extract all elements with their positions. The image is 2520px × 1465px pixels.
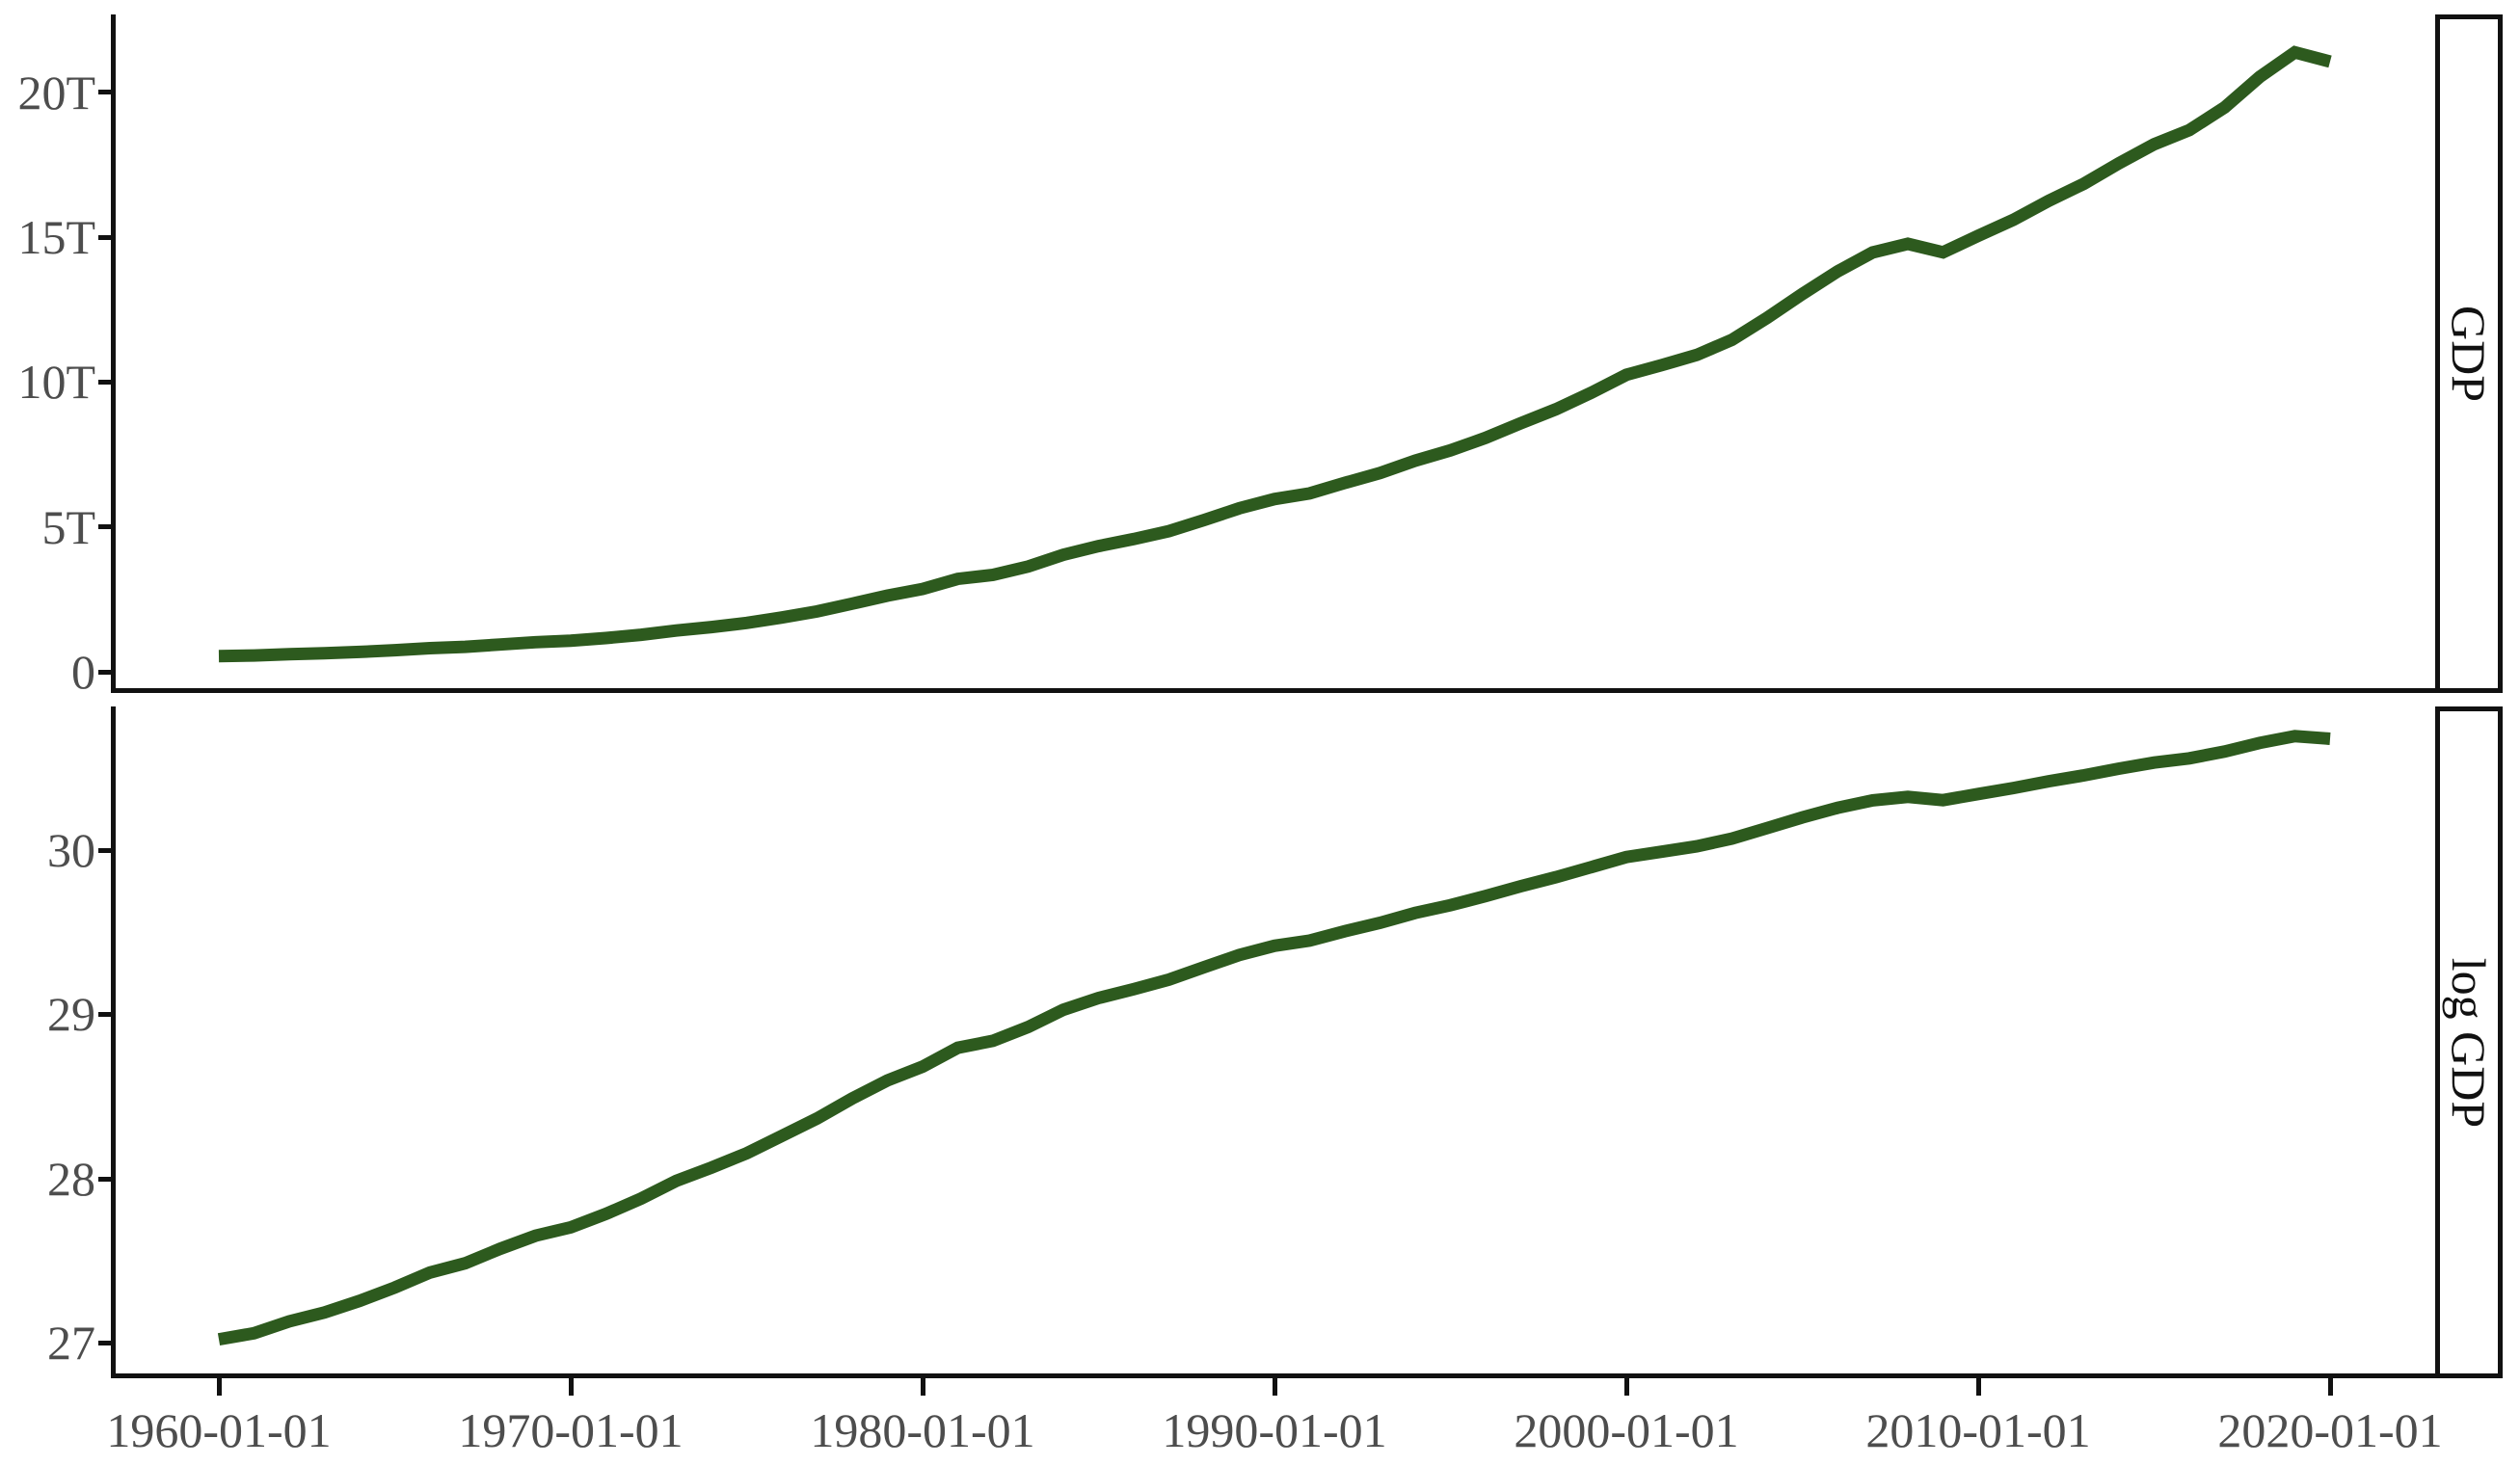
gdp-line xyxy=(218,45,2332,663)
x-axis-line-gdp xyxy=(111,688,2435,693)
y-tick-label: 30 xyxy=(47,823,95,877)
y-tick xyxy=(98,90,112,94)
x-tick-label: 1970-01-01 xyxy=(458,1403,684,1457)
x-tick xyxy=(2328,1378,2333,1396)
x-axis-line-loggdp xyxy=(111,1373,2435,1378)
y-tick xyxy=(98,670,112,675)
y-tick xyxy=(98,235,112,240)
y-tick xyxy=(98,1012,112,1017)
x-tick xyxy=(1273,1378,1277,1396)
x-tick xyxy=(1624,1378,1629,1396)
y-tick-label: 27 xyxy=(47,1316,95,1370)
y-tick-label: 15T xyxy=(17,210,95,264)
y-tick xyxy=(98,1341,112,1345)
y-tick-label: 0 xyxy=(71,645,95,699)
x-tick-label: 2000-01-01 xyxy=(1514,1403,1739,1457)
facet-strip-loggdp: log GDP xyxy=(2435,706,2503,1378)
x-tick xyxy=(569,1378,574,1396)
y-tick xyxy=(98,848,112,853)
facet-strip-label-loggdp: log GDP xyxy=(2442,957,2497,1128)
x-tick xyxy=(1976,1378,1981,1396)
y-tick-label: 28 xyxy=(47,1152,95,1206)
y-tick-label: 5T xyxy=(41,500,95,554)
x-tick-label: 2020-01-01 xyxy=(2217,1403,2443,1457)
y-tick-label: 10T xyxy=(17,355,95,409)
x-tick-label: 1980-01-01 xyxy=(810,1403,1035,1457)
y-tick-label: 20T xyxy=(17,66,95,120)
x-tick-label: 2010-01-01 xyxy=(1865,1403,2091,1457)
y-tick-label: 29 xyxy=(47,987,95,1041)
facet-strip-label-gdp: GDP xyxy=(2442,305,2496,403)
y-axis-line-loggdp xyxy=(111,706,116,1378)
facet-strip-gdp: GDP xyxy=(2435,14,2503,693)
y-tick xyxy=(98,524,112,529)
x-tick-label: 1960-01-01 xyxy=(106,1403,332,1457)
y-tick xyxy=(98,1177,112,1182)
x-tick-label: 1990-01-01 xyxy=(1162,1403,1387,1457)
y-tick xyxy=(98,380,112,385)
x-tick xyxy=(921,1378,925,1396)
log-gdp-line xyxy=(217,730,2331,1346)
y-axis-line-gdp xyxy=(111,14,116,693)
x-tick xyxy=(217,1378,222,1396)
